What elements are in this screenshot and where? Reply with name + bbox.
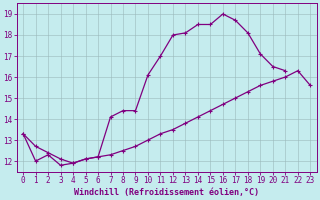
X-axis label: Windchill (Refroidissement éolien,°C): Windchill (Refroidissement éolien,°C) <box>74 188 259 197</box>
